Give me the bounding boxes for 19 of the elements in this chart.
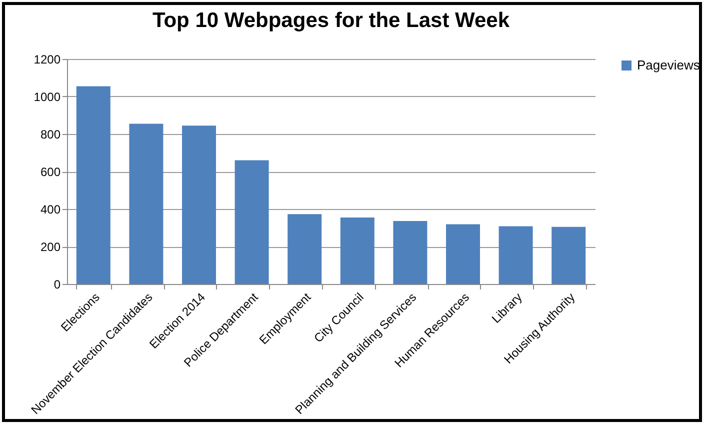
y-tick-label: 800 (40, 128, 61, 142)
y-tick-label: 1000 (34, 90, 61, 104)
bar (129, 124, 164, 284)
bar (76, 86, 110, 284)
y-tick-label: 200 (40, 240, 61, 254)
y-tick-label: 600 (40, 165, 61, 179)
y-tick-label: 400 (40, 202, 61, 216)
bar (340, 217, 374, 284)
y-tick-label: 1200 (34, 52, 61, 66)
bar (182, 126, 216, 284)
bar (552, 226, 586, 284)
bar (498, 226, 533, 284)
bar (288, 214, 322, 284)
legend-label: Pageviews (637, 58, 700, 72)
bar (446, 224, 480, 284)
bar (234, 160, 269, 284)
chart-title: Top 10 Webpages for the Last Week (152, 9, 510, 32)
y-tick-label: 0 (54, 278, 61, 292)
bar (393, 221, 428, 284)
